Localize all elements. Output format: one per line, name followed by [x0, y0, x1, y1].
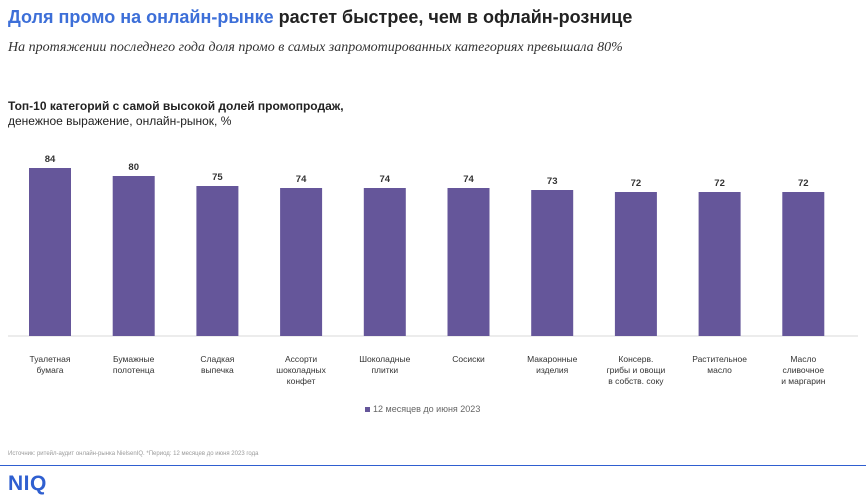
bar-5	[447, 188, 490, 336]
bar-3	[280, 188, 323, 336]
bar-6	[531, 190, 574, 336]
niq-logo: NIQ	[8, 472, 47, 495]
category-label: Ассорти шоколадных конфет	[276, 354, 326, 386]
bar-0	[29, 168, 71, 336]
bar-8	[698, 192, 741, 336]
category-label: Сладкая выпечка	[200, 354, 234, 375]
category-label: Масло сливочное и маргарин	[781, 354, 826, 386]
chart-subtitle: денежное выражение, онлайн-рынок, %	[8, 114, 232, 128]
bar-7	[614, 192, 657, 336]
chart-legend: 12 месяцев до июня 2023	[365, 404, 480, 414]
page-title-accent: Доля промо на онлайн-рынке	[8, 7, 274, 27]
footer-divider	[0, 465, 866, 466]
category-label: Сосиски	[452, 354, 485, 364]
bar-value-label: 72	[714, 178, 725, 189]
page-title: Доля промо на онлайн-рынке растет быстре…	[8, 7, 632, 28]
bar-chart: 84 Туалетная бумага 80 Бумажные полотенца 75 Сл…	[8, 154, 858, 386]
category-label: Шоколадные плитки	[359, 354, 410, 375]
bar-value-label: 84	[45, 154, 56, 165]
bar-value-label: 80	[128, 162, 139, 173]
category-label: Туалетная бумага	[30, 354, 71, 375]
bar-2	[196, 186, 239, 336]
source-footnote: Источник: ритейл-аудит онлайн-рынка Niel…	[8, 451, 259, 457]
chart-title: Топ-10 категорий с самой высокой долей п…	[8, 99, 344, 113]
bar-value-label: 74	[380, 174, 391, 185]
category-label: Растительное масло	[692, 354, 747, 375]
bar-value-label: 74	[463, 174, 474, 185]
bar-value-label: 74	[296, 174, 307, 185]
page-subtitle: На протяжении последнего года доля промо…	[8, 40, 623, 55]
bar-4	[363, 188, 406, 336]
page-title-rest: растет быстрее, чем в офлайн-рознице	[273, 7, 633, 27]
category-label: Макаронные изделия	[527, 354, 577, 375]
legend-label: 12 месяцев до июня 2023	[373, 404, 481, 414]
bar-value-label: 75	[212, 172, 223, 183]
bar-1	[112, 176, 155, 336]
category-label: Бумажные полотенца	[113, 354, 155, 375]
category-label: Консерв. грибы и овощи в собств. соку	[607, 354, 666, 386]
bar-value-label: 73	[547, 176, 558, 187]
bar-9	[782, 192, 825, 336]
legend-swatch	[365, 407, 370, 413]
bar-value-label: 72	[631, 178, 642, 189]
bar-value-label: 72	[798, 178, 809, 189]
